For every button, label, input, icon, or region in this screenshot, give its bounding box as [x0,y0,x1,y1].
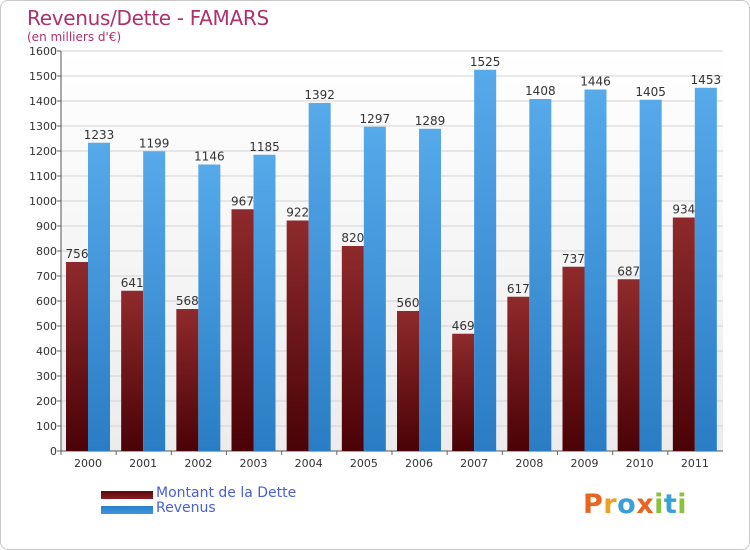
data-label-revenue: 1408 [525,84,556,98]
y-tick-label: 1600 [29,45,57,58]
y-tick-label: 1300 [29,120,57,133]
data-label-revenue: 1297 [360,112,391,126]
bar-debt [452,333,475,451]
x-tick-label: 2011 [681,457,709,470]
data-label-debt: 617 [507,282,530,296]
data-label-debt: 469 [452,319,475,333]
y-tick-label: 100 [36,420,57,433]
bar-revenue [88,142,110,451]
data-label-revenue: 1185 [249,140,280,154]
data-label-revenue: 1525 [470,55,501,69]
data-label-debt: 820 [341,231,364,245]
y-tick-label: 1500 [29,70,57,83]
data-label-revenue: 1405 [635,85,666,99]
bar-revenue [198,164,221,451]
x-tick-label: 2004 [295,457,323,470]
x-tick-label: 2006 [405,457,433,470]
bar-revenue [419,128,441,451]
bar-revenue [363,126,386,451]
bar-revenue [143,151,166,451]
y-tick-label: 300 [36,370,57,383]
x-tick-label: 2007 [460,457,488,470]
y-tick-label: 1400 [29,95,57,108]
y-tick-label: 600 [36,295,57,308]
data-label-debt: 737 [562,252,585,266]
y-tick-label: 200 [36,395,57,408]
legend-label-debt: Montant de la Dette [156,485,297,501]
legend-label-revenue: Revenus [156,500,216,516]
x-tick-label: 2005 [350,457,378,470]
logo-letter: P [583,489,604,520]
data-label-debt: 922 [286,206,309,220]
y-tick-label: 0 [50,445,57,458]
data-label-debt: 756 [66,247,89,261]
legend-swatch-debt [101,491,153,499]
x-tick-label: 2008 [515,457,543,470]
bar-debt [66,262,88,451]
data-label-revenue: 1199 [139,136,170,150]
logo-letter: o [617,489,637,520]
logo-letter: i [654,489,664,520]
data-label-revenue: 1453 [691,73,722,87]
data-label-revenue: 1233 [84,128,115,142]
bar-revenue [529,99,552,451]
y-tick-label: 400 [36,345,57,358]
bar-debt [672,217,695,451]
logo-letter: t [663,489,678,520]
bar-revenue [474,69,497,451]
bar-revenue [253,154,276,451]
chart-title: Revenus/Dette - FAMARS [27,6,269,30]
bar-revenue [584,89,607,451]
chart-subtitle: (en milliers d'€) [27,30,122,44]
legend-swatch-revenue [101,506,153,514]
logo-letter: x [636,489,655,520]
bar-debt [617,279,640,451]
bar-debt [507,296,530,451]
y-tick-label: 1200 [29,145,57,158]
y-tick-label: 1100 [29,170,57,183]
bar-debt [397,311,419,451]
bar-debt [286,220,309,451]
bar-revenue [694,87,717,451]
data-label-debt: 934 [672,203,695,217]
bar-debt [121,290,144,451]
bar-debt [231,209,254,451]
x-tick-label: 2009 [571,457,599,470]
data-label-revenue: 1289 [415,114,446,128]
x-tick-label: 2002 [184,457,212,470]
data-label-debt: 568 [176,294,199,308]
y-tick-label: 500 [36,320,57,333]
y-tick-label: 900 [36,220,57,233]
data-label-debt: 967 [231,194,254,208]
proxiti-logo: Proxiti [583,489,687,520]
bar-revenue [639,99,662,451]
bar-debt [341,246,364,451]
data-label-debt: 687 [617,264,640,278]
data-label-revenue: 1446 [580,75,611,89]
data-label-debt: 560 [397,296,420,310]
x-tick-label: 2000 [74,457,102,470]
x-tick-label: 2010 [626,457,654,470]
logo-letter: i [677,489,688,520]
bar-debt [562,266,585,451]
y-tick-label: 1000 [29,195,57,208]
bar-debt [176,309,199,451]
data-label-revenue: 1146 [194,150,225,164]
logo-letter: r [603,489,618,520]
x-tick-label: 2003 [240,457,268,470]
x-tick-label: 2001 [129,457,157,470]
data-label-debt: 641 [121,276,144,290]
data-label-revenue: 1392 [304,88,335,102]
y-tick-label: 700 [36,270,57,283]
bar-revenue [308,103,331,451]
y-tick-label: 800 [36,245,57,258]
